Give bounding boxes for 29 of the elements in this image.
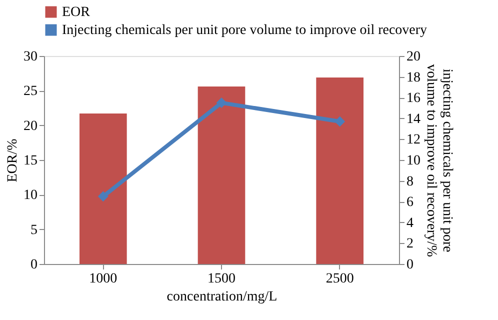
y2-tick-label: 16 [406, 91, 420, 106]
y-tick-label: 10 [24, 188, 38, 204]
y2-tick-label: 20 [406, 50, 420, 64]
y-tick-label: 0 [30, 258, 38, 272]
y2-tick-label: 0 [406, 258, 414, 272]
y2-tick-label: 4 [406, 216, 414, 231]
y-tick-label: 15 [24, 154, 38, 168]
y2-tick-label: 18 [406, 70, 420, 86]
y2-tick-label: 2 [406, 236, 414, 252]
x-tick-label: 1000 [89, 272, 118, 286]
point [216, 98, 227, 108]
y2-tick-label: 8 [406, 174, 414, 190]
point [98, 191, 108, 202]
y2-axis-title: injecting chemicals per unit pore volume to improve oil recovery/% [424, 64, 454, 258]
y-tick-label: 25 [24, 84, 38, 100]
legend-label: EOR [62, 5, 91, 20]
y2-tick-label: 6 [406, 195, 414, 210]
legend-label: Injecting chemicals per unit pore volume to improve oil recovery [62, 23, 428, 38]
y2-tick-label: 14 [406, 112, 420, 127]
point [334, 116, 346, 127]
y2-tick-label: 12 [406, 132, 420, 148]
y-tick-label: 5 [30, 222, 38, 238]
y-tick-label: 20 [24, 118, 38, 134]
x-axis-title: concentration/mg/L [166, 290, 278, 304]
y2-tick-label: 10 [406, 154, 420, 168]
y-tick-label: 30 [24, 50, 38, 64]
x-tick-label: 1500 [208, 272, 236, 286]
y-axis-title: EOR/% [6, 138, 20, 182]
x-tick-label: 2500 [326, 272, 354, 286]
